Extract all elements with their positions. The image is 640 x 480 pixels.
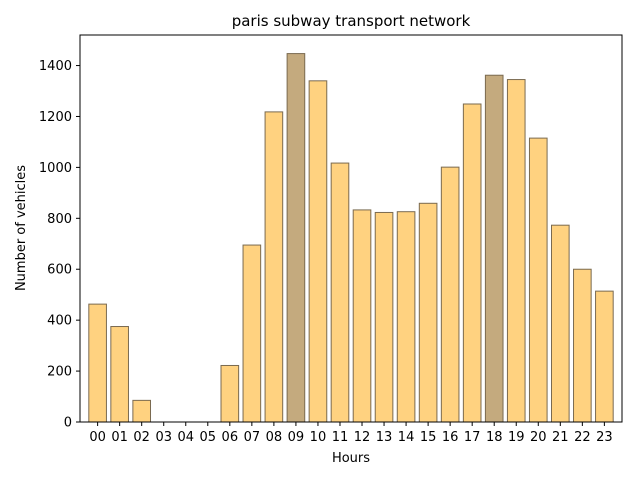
bar-15: [418, 202, 438, 423]
bar-00: [88, 303, 107, 423]
bar-01: [110, 326, 129, 423]
x-tick-label-05: 05: [200, 430, 217, 445]
bar-02: [132, 399, 152, 423]
y-tick-label-600: 600: [47, 263, 72, 278]
bar-13: [374, 211, 394, 423]
x-tick-label-18: 18: [486, 430, 503, 445]
x-tick-label-12: 12: [354, 430, 371, 445]
bar-06: [220, 364, 240, 423]
x-tick-label-01: 01: [111, 430, 128, 445]
chart-title: paris subway transport network: [232, 12, 471, 30]
x-tick-label-06: 06: [222, 430, 239, 445]
x-tick-label-22: 22: [574, 430, 591, 445]
bar-19: [506, 79, 526, 423]
x-tick-label-08: 08: [266, 430, 283, 445]
bar-20: [528, 137, 548, 423]
bar-11: [330, 162, 350, 423]
x-tick-label-13: 13: [376, 430, 393, 445]
bar-18: [484, 74, 504, 423]
y-tick-label-400: 400: [47, 314, 72, 329]
y-tick-label-800: 800: [47, 212, 72, 227]
x-tick-label-23: 23: [596, 430, 613, 445]
bar-23: [595, 290, 614, 423]
x-tick-label-21: 21: [552, 430, 569, 445]
y-axis-title: Number of vehicles: [14, 165, 29, 291]
y-tick-label-1200: 1200: [39, 110, 72, 125]
x-tick-label-10: 10: [310, 430, 327, 445]
y-axis: 0 200 400 600 800 1000 1200 1400: [39, 59, 80, 431]
x-tick-label-15: 15: [420, 430, 437, 445]
x-axis: 00 01 02 03 04 05 06 07 08 09 10 11 12 13 14 15 16 17 18 19…: [89, 422, 613, 445]
x-tick-label-07: 07: [244, 430, 261, 445]
x-tick-label-14: 14: [398, 430, 415, 445]
x-tick-label-03: 03: [155, 430, 172, 445]
y-tick-label-200: 200: [47, 365, 72, 380]
bar-12: [352, 209, 372, 423]
plot-frame: [79, 34, 623, 423]
y-tick-label-1400: 1400: [39, 59, 72, 74]
bar-08: [264, 111, 284, 423]
bar-14: [396, 211, 416, 423]
x-tick-label-16: 16: [442, 430, 459, 445]
bar-07: [242, 244, 262, 423]
x-tick-label-11: 11: [332, 430, 349, 445]
x-tick-label-17: 17: [464, 430, 481, 445]
x-tick-label-00: 00: [89, 430, 106, 445]
x-tick-label-20: 20: [530, 430, 547, 445]
x-axis-title: Hours: [332, 451, 370, 466]
x-tick-label-04: 04: [177, 430, 194, 445]
x-tick-label-19: 19: [508, 430, 525, 445]
x-tick-label-02: 02: [133, 430, 150, 445]
bars-group: [88, 53, 614, 423]
bar-17: [462, 103, 482, 423]
y-tick-label-1000: 1000: [39, 161, 72, 176]
y-tick-label-0: 0: [64, 416, 72, 431]
bar-09: [286, 53, 306, 423]
bar-16: [440, 166, 460, 423]
x-tick-label-09: 09: [288, 430, 305, 445]
bar-21: [550, 224, 570, 423]
bar-10: [308, 80, 328, 423]
bar-22: [573, 268, 592, 423]
